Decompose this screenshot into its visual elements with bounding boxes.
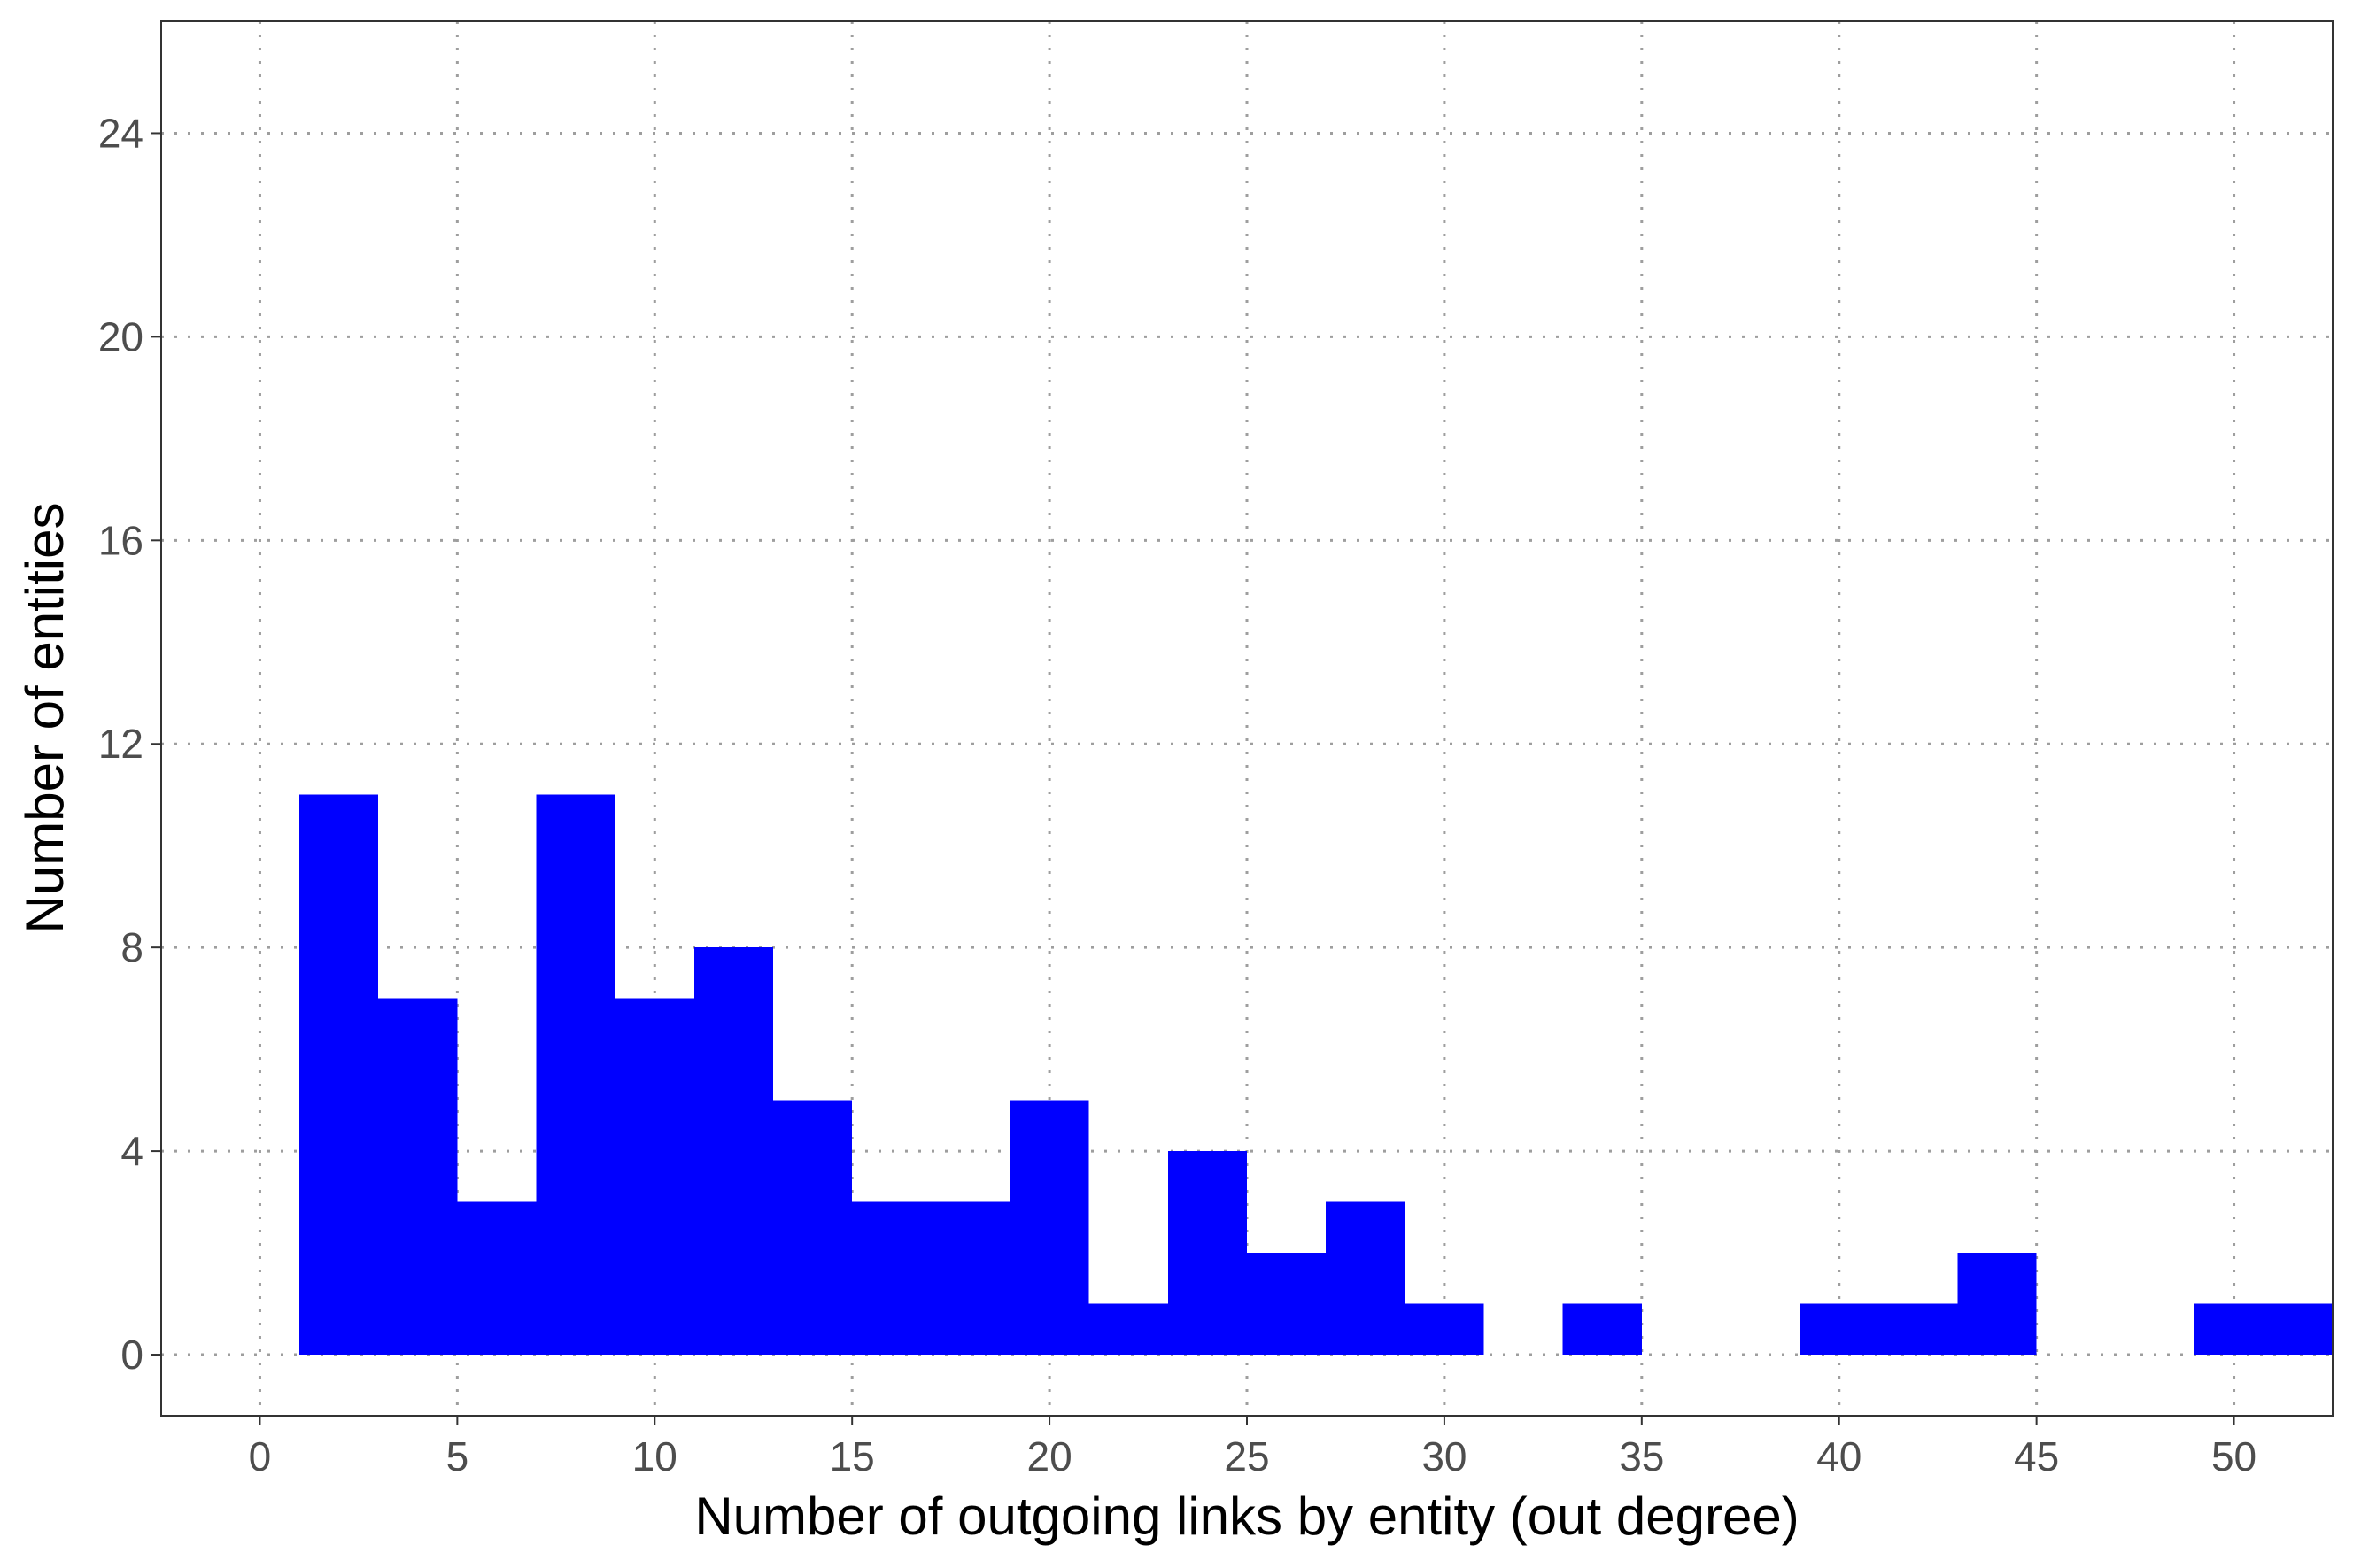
y-tick-label: 12 [98,721,143,767]
y-tick-label: 4 [120,1128,143,1174]
histogram-bar [852,1201,932,1356]
histogram-bar [773,1100,853,1356]
histogram-bars [299,794,2333,1356]
histogram-bar [1247,1253,1327,1356]
histogram-bar [536,794,615,1356]
histogram-bar [378,998,458,1356]
histogram-bar [1088,1303,1168,1356]
x-tick-label: 10 [632,1433,677,1479]
histogram-bar [1326,1201,1405,1356]
x-tick-label: 50 [2211,1433,2256,1479]
y-axis-title: Number of entities [15,503,74,934]
histogram-bar [615,998,694,1356]
histogram-bar [1167,1151,1247,1356]
y-tick-label: 16 [98,517,143,563]
x-tick-label: 45 [2014,1433,2059,1479]
histogram-bar [1010,1100,1089,1356]
x-tick-label: 35 [1619,1433,1664,1479]
histogram-bar [1405,1303,1484,1356]
histogram-bar [1562,1303,1642,1356]
x-axis-title: Number of outgoing links by entity (out … [694,1487,1799,1546]
x-tick-label: 25 [1224,1433,1269,1479]
x-tick-label: 0 [249,1433,272,1479]
histogram-bar [931,1201,1010,1356]
histogram-bar [299,794,379,1356]
y-tick-label: 24 [98,110,143,156]
x-tick-label: 5 [446,1433,469,1479]
axis-ticks: 0 5 10 15 20 25 30 35 40 45 50 0 4 8 12 16 20 24 [98,110,2256,1479]
histogram-bar [1800,1303,1879,1356]
histogram-bar [1957,1253,2037,1356]
histogram-bar [1878,1303,1958,1356]
x-tick-label: 15 [830,1433,875,1479]
x-tick-label: 30 [1421,1433,1467,1479]
y-tick-label: 20 [98,313,143,359]
x-tick-label: 20 [1027,1433,1072,1479]
y-tick-label: 8 [120,924,143,970]
y-tick-label: 0 [120,1332,143,1378]
x-tick-label: 40 [1816,1433,1862,1479]
histogram-bar [2273,1303,2333,1356]
histogram-bar [693,947,774,1356]
histogram-bar [457,1201,537,1356]
histogram-bar [2194,1303,2274,1356]
